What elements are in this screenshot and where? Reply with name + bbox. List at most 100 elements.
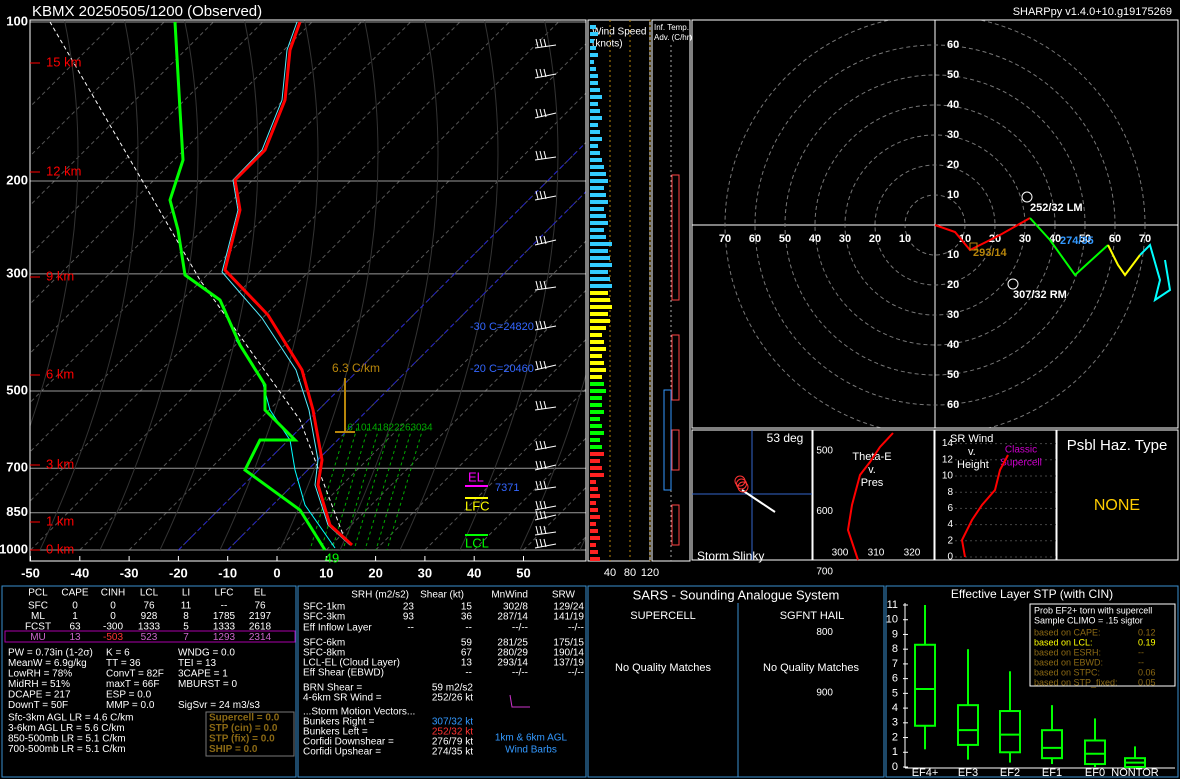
barb [543, 400, 547, 410]
kin-cell: 15 [461, 602, 473, 613]
stp-category: EF3 [958, 767, 978, 779]
wind-bar [590, 319, 610, 323]
wind-bar [590, 452, 604, 456]
thermo-frame [1, 585, 297, 778]
srw-height: 12 [942, 454, 954, 465]
temp-tick-label: -10 [218, 565, 237, 580]
wind-bar [590, 466, 602, 470]
srw-title: v. [968, 446, 976, 458]
wind-bar [590, 550, 598, 554]
hodo-3-6 [1029, 217, 1109, 277]
ring-label: 20 [869, 233, 881, 245]
thermo-cell: 2197 [249, 611, 272, 622]
wind-bar [590, 326, 606, 330]
wind-bar [590, 200, 608, 204]
barb [543, 538, 547, 548]
thermo-index: LowRH = 78% [8, 669, 72, 680]
hodo-ring [904, 194, 966, 256]
temp-tick-label: 30 [418, 565, 432, 580]
barb [543, 510, 547, 520]
thermo-cell: 0 [110, 601, 116, 612]
mixing-ratio-label: 26 [399, 423, 411, 434]
barb [535, 38, 539, 48]
thermo-cell: -300 [103, 622, 123, 633]
barb [535, 280, 539, 290]
motion-label: Bunkers Left = [303, 727, 368, 738]
wind-bar [590, 494, 600, 498]
thetae-p: 800 [816, 627, 833, 638]
thermo-cell: FCST [25, 622, 51, 633]
ring-label: 30 [947, 309, 959, 321]
temp-tick-label: -40 [70, 565, 89, 580]
kin-header: MnWind [491, 590, 528, 601]
wind-bar [590, 515, 600, 519]
srw-note: Supercell [1000, 458, 1042, 469]
barb [539, 480, 543, 490]
stp-category: EF1 [1042, 767, 1062, 779]
barb [539, 400, 543, 410]
ring-label: 40 [809, 233, 821, 245]
thetae-profile [846, 432, 894, 561]
stp-category: NONTOR [1111, 767, 1159, 779]
srw-height: 4 [947, 519, 953, 530]
dry-adiabat [219, 20, 319, 551]
wind-bar [590, 389, 606, 393]
lapse-rate: 700-500mb LR = 5.1 C/km [8, 744, 126, 755]
mixing-ratio-label: 22 [388, 423, 400, 434]
isotherm [276, 240, 586, 551]
barb [535, 235, 539, 245]
hodo-6-9 [1107, 244, 1141, 277]
wind-bar [590, 39, 594, 43]
thermo-cell: 1 [72, 611, 78, 622]
kin-cell: 280/29 [497, 648, 528, 659]
kin-row-label: SFC-6km [303, 638, 345, 649]
wind-bar [590, 116, 602, 120]
wind-bar [590, 438, 600, 442]
wind-bar [590, 424, 602, 428]
ring-label: 20 [947, 159, 959, 171]
pressure-label: 300 [6, 265, 28, 280]
kin-row-label: Eff Shear (EBWD) [303, 668, 384, 679]
barb [535, 400, 539, 410]
thermo-header: EL [254, 588, 267, 599]
thermo-cell: 1293 [213, 632, 236, 643]
wind-bar [590, 53, 598, 57]
ring-label: 10 [959, 233, 971, 245]
wind-bar [590, 137, 602, 141]
wind-bar [590, 67, 596, 71]
barb [543, 320, 547, 330]
wind-bar [590, 431, 604, 435]
stp-legend-label: based on LCL: [1034, 637, 1093, 647]
temp-tick-label: 10 [319, 565, 333, 580]
thermo-cell: ML [31, 611, 45, 622]
thermo-cell: 0 [110, 611, 116, 622]
wind-bar [590, 102, 598, 106]
height-label: 1 km [46, 513, 74, 528]
adv-title: Adv. (C/hr) [654, 33, 692, 42]
kin-cell: 13 [461, 658, 473, 669]
kin-row-label: Eff Inflow Layer [303, 623, 372, 634]
hodo-9-12 [1139, 243, 1172, 303]
ring-label: 30 [839, 233, 851, 245]
dry-adiabat [99, 20, 199, 551]
lcl-label: LCL [465, 535, 489, 550]
ring-label: 30 [947, 129, 959, 141]
barb [535, 150, 539, 160]
wind-bar [590, 375, 602, 379]
thetae-t: 310 [868, 548, 885, 559]
kin-row-label: SFC-8km [303, 648, 345, 659]
barb-icon [509, 694, 530, 708]
isotherm-30 [227, 190, 586, 551]
mixing-ratio-label: 34 [421, 423, 433, 434]
thermo-header: PCL [28, 588, 48, 599]
params-box [205, 711, 295, 757]
wind-bar [590, 291, 608, 295]
dry-adiabat [39, 20, 139, 551]
kin-cell: 293/14 [497, 658, 528, 669]
height-label: 15 km [46, 54, 81, 69]
isotherm [30, 20, 512, 502]
sars-title: SARS - Sounding Analogue System [633, 587, 840, 602]
lapse-label: 6.3 C/km [332, 361, 380, 375]
wind-bar [590, 130, 600, 134]
kin-cell: -- [407, 623, 414, 634]
